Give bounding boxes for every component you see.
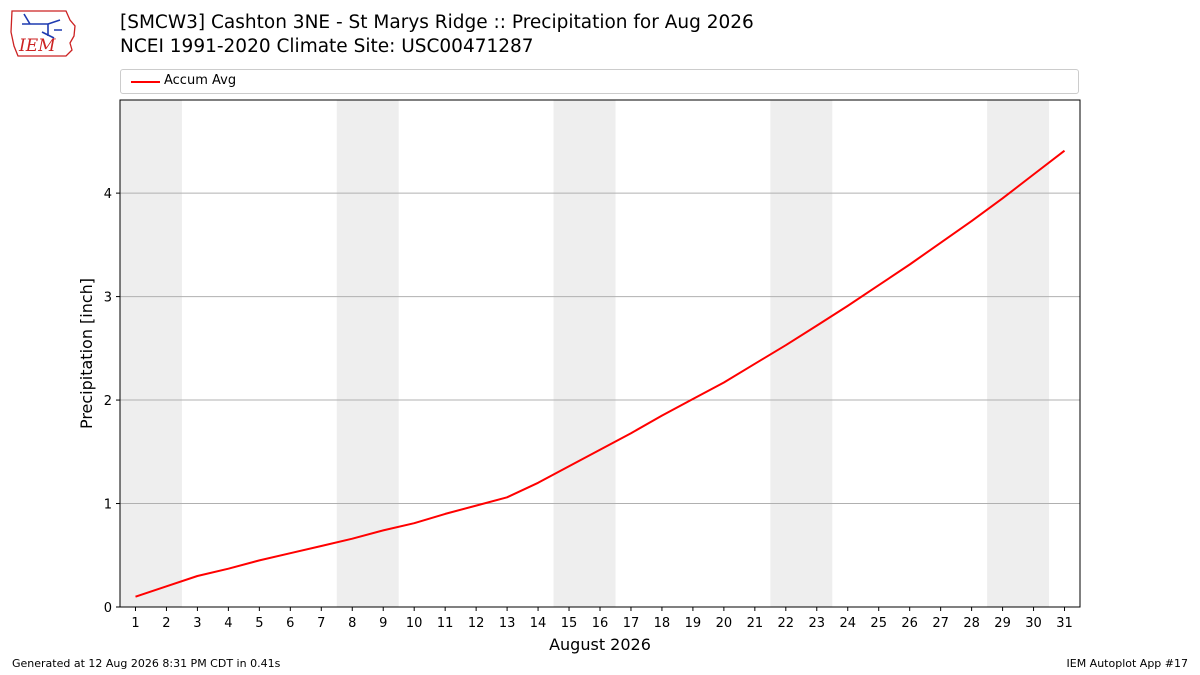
x-tick-label-28: 28 bbox=[963, 616, 980, 631]
y-tick-label-0: 0 bbox=[104, 601, 112, 616]
legend-swatch-accum-avg bbox=[131, 81, 160, 83]
weekend-band-8-9 bbox=[336, 100, 399, 607]
x-tick-label-23: 23 bbox=[809, 616, 826, 631]
x-tick-label-14: 14 bbox=[530, 616, 547, 631]
x-axis-ticks: 1 2 3 4 5 6 7 8 9 10 11 12 13 14 15 16 17 18 19 20 21 22 23 24 2… bbox=[131, 607, 1073, 631]
series-line-accum-avg bbox=[135, 149, 1066, 598]
legend-label-accum-avg: Accum Avg bbox=[164, 73, 237, 88]
weekend-band-29-30 bbox=[987, 100, 1050, 607]
x-tick-label-16: 16 bbox=[592, 616, 609, 631]
chart-title: [SMCW3] Cashton 3NE - St Marys Ridge :: … bbox=[120, 12, 754, 33]
x-tick-label-11: 11 bbox=[437, 616, 454, 631]
y-tick-label-4: 4 bbox=[104, 187, 112, 202]
y-tick-label-3: 3 bbox=[104, 291, 112, 306]
x-tick-label-6: 6 bbox=[286, 616, 294, 631]
chart-subtitle: NCEI 1991-2020 Climate Site: USC00471287 bbox=[120, 36, 534, 57]
weekend-band-22-23 bbox=[770, 100, 833, 607]
x-tick-label-1: 1 bbox=[131, 616, 139, 631]
weekend-shading bbox=[120, 100, 1050, 607]
series-layer bbox=[135, 149, 1066, 598]
x-tick-label-20: 20 bbox=[716, 616, 733, 631]
legend: Accum Avg bbox=[120, 69, 1079, 94]
y-tick-label-1: 1 bbox=[104, 498, 112, 513]
x-tick-label-4: 4 bbox=[224, 616, 232, 631]
iowa-outline-shape bbox=[10, 10, 76, 57]
x-tick-label-31: 31 bbox=[1056, 616, 1073, 631]
x-tick-label-2: 2 bbox=[162, 616, 170, 631]
x-tick-label-30: 30 bbox=[1025, 616, 1042, 631]
generated-timestamp: Generated at 12 Aug 2026 8:31 PM CDT in … bbox=[12, 657, 281, 670]
y-tick-label-2: 2 bbox=[104, 394, 112, 409]
x-tick-label-29: 29 bbox=[994, 616, 1011, 631]
y-axis-ticks: 0 1 2 3 4 bbox=[104, 187, 120, 616]
x-tick-label-12: 12 bbox=[468, 616, 485, 631]
x-axis-label: August 2026 bbox=[549, 635, 651, 654]
weekend-band-15-16 bbox=[553, 100, 616, 607]
x-tick-label-3: 3 bbox=[193, 616, 201, 631]
x-tick-label-26: 26 bbox=[901, 616, 918, 631]
weekend-band-1-2 bbox=[120, 100, 182, 607]
weather-instrument-icon bbox=[22, 13, 62, 39]
x-tick-label-9: 9 bbox=[379, 616, 387, 631]
x-tick-label-8: 8 bbox=[348, 616, 356, 631]
x-tick-label-27: 27 bbox=[932, 616, 949, 631]
x-tick-label-19: 19 bbox=[685, 616, 702, 631]
x-tick-label-7: 7 bbox=[317, 616, 325, 631]
x-tick-label-25: 25 bbox=[870, 616, 887, 631]
x-tick-label-18: 18 bbox=[654, 616, 671, 631]
autoplot-app-label: IEM Autoplot App #17 bbox=[1066, 657, 1189, 670]
logo-text: IEM bbox=[18, 36, 56, 56]
x-tick-label-13: 13 bbox=[499, 616, 516, 631]
x-tick-label-24: 24 bbox=[839, 616, 856, 631]
x-tick-label-22: 22 bbox=[778, 616, 795, 631]
x-tick-label-5: 5 bbox=[255, 616, 263, 631]
y-axis-label: Precipitation [inch] bbox=[77, 278, 96, 429]
x-tick-label-10: 10 bbox=[406, 616, 423, 631]
x-tick-label-17: 17 bbox=[623, 616, 640, 631]
x-tick-label-21: 21 bbox=[747, 616, 764, 631]
y-gridlines bbox=[120, 192, 1080, 505]
iem-logo: IEM bbox=[10, 10, 76, 57]
x-tick-label-15: 15 bbox=[561, 616, 578, 631]
